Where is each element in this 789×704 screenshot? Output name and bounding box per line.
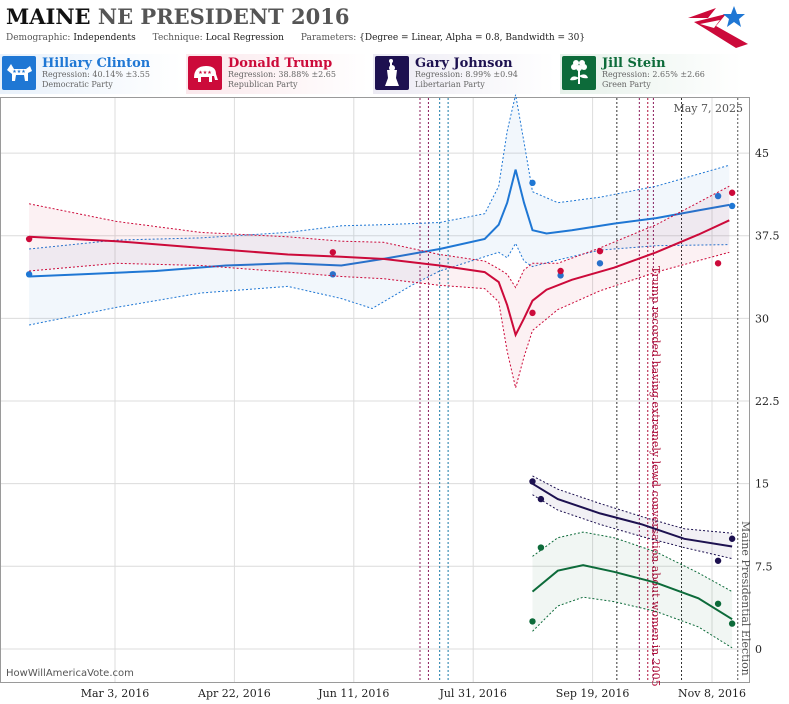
poll-point [728, 620, 736, 627]
site-logo-icon[interactable] [686, 4, 750, 50]
parameters-line: Demographic: Independents Technique: Loc… [6, 33, 585, 43]
date-label: May 7, 2025 [673, 102, 743, 115]
donkey-icon: ★★★ [2, 56, 36, 90]
y-tick-label: 7.5 [755, 560, 773, 573]
poll-point [329, 271, 337, 278]
poll-point [714, 260, 722, 267]
x-tick-label: Jun 11, 2016 [317, 687, 389, 700]
x-tick-label: Apr 22, 2016 [197, 687, 271, 700]
upper-bound-line [29, 94, 730, 250]
x-tick-label: Sep 19, 2016 [556, 687, 630, 700]
poll-point [25, 235, 33, 243]
poll-point [25, 271, 33, 278]
legend-name: Gary Johnson [415, 56, 513, 71]
upper-bound-line [29, 185, 730, 289]
title-rest: NE PRESIDENT 2016 [97, 4, 350, 29]
plot-area [0, 97, 750, 683]
demographic-label: Demographic: [6, 33, 71, 43]
x-tick-label: Mar 3, 2016 [81, 687, 150, 700]
legend-name: Hillary Clinton [42, 56, 151, 71]
legend-regression: Regression: 8.99% ±0.94 [415, 70, 518, 79]
poll-point [529, 478, 536, 485]
poll-point [529, 309, 536, 317]
lower-bound-line [29, 242, 730, 326]
legend-name: Jill Stein [602, 56, 666, 71]
poll-point [728, 202, 736, 210]
confidence-band [532, 532, 733, 648]
x-tick-label: Jul 31, 2016 [438, 687, 507, 700]
upper-bound-line [532, 531, 733, 593]
poll-point [529, 179, 536, 187]
lower-bound-line [29, 251, 730, 388]
annotation-label: Trump recorded having extremely lewd con… [649, 266, 662, 687]
poll-point [537, 544, 545, 551]
parameters-value: {Degree = Linear, Alpha = 0.8, Bandwidth… [359, 33, 586, 43]
flower-icon [562, 56, 596, 90]
elephant-icon: ★★★ [188, 56, 222, 90]
statue-of-liberty-icon [375, 56, 409, 90]
technique-value: Local Regression [205, 33, 284, 43]
y-tick-label: 15 [755, 478, 769, 491]
legend-party: Libertarian Party [415, 80, 485, 89]
poll-point [714, 600, 722, 607]
parameters-label: Parameters: [300, 33, 357, 43]
trend-line [29, 219, 730, 338]
confidence-band [29, 186, 730, 388]
trend-line [531, 564, 733, 621]
y-tick-label: 22.5 [755, 395, 780, 408]
poll-point [557, 272, 564, 279]
svg-text:★★★: ★★★ [12, 69, 26, 75]
poll-point [557, 267, 564, 275]
technique-label: Technique: [152, 33, 203, 43]
poll-point [329, 249, 337, 256]
legend-party: Democratic Party [42, 80, 113, 89]
site-credit[interactable]: HowWillAmericaVote.com [6, 668, 134, 679]
trend-line [531, 482, 733, 548]
annotation-label: Maine Presidential Election [739, 521, 752, 676]
title-state: MAINE [6, 4, 91, 29]
legend-regression: Regression: 38.88% ±2.65 [228, 70, 336, 79]
x-tick-label: Nov 8, 2016 [678, 687, 746, 700]
trend-line [29, 169, 730, 278]
y-tick-label: 37.5 [755, 230, 780, 243]
y-tick-label: 45 [755, 147, 769, 160]
legend-item-johnson: Gary Johnson Regression: 8.99% ±0.94 Lib… [373, 54, 555, 94]
poll-point [537, 495, 545, 503]
confidence-band [29, 94, 730, 325]
poll-point [596, 260, 604, 267]
legend-item-stein: Jill Stein Regression: 2.65% ±2.66 Green… [560, 54, 742, 94]
legend-regression: Regression: 2.65% ±2.66 [602, 70, 705, 79]
lower-bound-line [532, 494, 733, 560]
poll-point [596, 247, 604, 255]
y-tick-label: 0 [755, 643, 762, 656]
poll-point [529, 618, 536, 625]
poll-point [728, 535, 736, 542]
legend-item-trump: ★★★ Donald Trump Regression: 38.88% ±2.6… [186, 54, 368, 94]
legend-party: Republican Party [228, 80, 298, 89]
legend-name: Donald Trump [228, 56, 333, 71]
legend-party: Green Party [602, 80, 651, 89]
legend-item-clinton: ★★★ Hillary Clinton Regression: 40.14% ±… [0, 54, 182, 94]
poll-point [714, 192, 722, 200]
demographic-value: Independents [73, 33, 136, 43]
page-title: MAINE NE PRESIDENT 2016 [6, 4, 349, 29]
poll-point [728, 189, 736, 196]
svg-text:★★★: ★★★ [198, 70, 212, 76]
upper-bound-line [532, 475, 733, 534]
lower-bound-line [532, 596, 733, 649]
y-tick-label: 30 [755, 312, 769, 325]
legend-regression: Regression: 40.14% ±3.55 [42, 70, 150, 79]
poll-point [714, 557, 722, 564]
